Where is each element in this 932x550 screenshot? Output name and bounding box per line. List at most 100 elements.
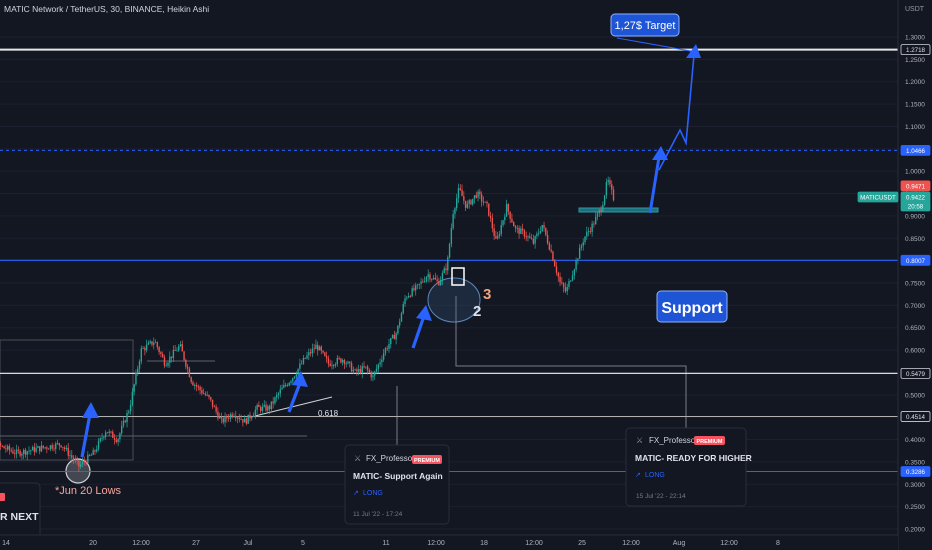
candle-body	[609, 180, 611, 185]
candle-body	[564, 287, 567, 292]
idea-card-1[interactable]: ⚔ FX_Professor PREMIUM MATIC- Support Ag…	[344, 444, 450, 525]
candle-body	[436, 279, 438, 282]
candle-body	[110, 431, 112, 433]
candle-body	[137, 368, 139, 373]
candle-body	[290, 381, 292, 383]
candle-body	[511, 218, 513, 223]
candle-body	[343, 359, 346, 364]
arrow-jun20-head	[82, 402, 99, 418]
candle-body	[398, 321, 401, 326]
candle-body	[472, 198, 474, 205]
candle-body	[329, 363, 331, 366]
candle-body	[126, 412, 128, 423]
price-tag	[857, 191, 899, 203]
candle-body	[108, 431, 110, 434]
candle-body	[359, 369, 362, 374]
candle-body	[256, 405, 258, 410]
candle-body	[602, 204, 604, 212]
candle-body	[406, 297, 408, 299]
candle-body	[22, 449, 25, 454]
candle-body	[87, 454, 89, 464]
candle-body	[457, 188, 460, 199]
candle-body	[165, 365, 167, 367]
candle-body	[546, 234, 549, 244]
price-tag	[900, 254, 931, 266]
price-axis[interactable]: USDT 1.30001.25001.20001.15001.10001.050…	[857, 0, 932, 550]
candle-body	[466, 203, 469, 208]
price-tag-label: 0.8007	[906, 258, 925, 265]
price-tick: 0.6000	[905, 348, 925, 355]
candle-body	[206, 394, 208, 396]
candle-body	[603, 195, 606, 205]
time-tick: 12:00	[622, 540, 640, 547]
candle-body	[566, 286, 568, 292]
candle-body	[135, 372, 137, 385]
target-callout[interactable]: 1,27$ Target	[610, 13, 680, 37]
candle-body	[438, 281, 440, 286]
candle-body	[463, 196, 465, 201]
candle-body	[78, 460, 80, 467]
candle-body	[534, 236, 536, 244]
idea-card-1-badge: PREMIUM	[414, 458, 440, 464]
candle-body	[247, 414, 249, 424]
candle-body	[208, 394, 210, 398]
candle-body	[493, 228, 495, 237]
candle-body	[447, 257, 449, 271]
partial-idea-card[interactable]: R NEXT	[0, 482, 41, 540]
candle-body	[395, 333, 397, 340]
candle-body	[24, 449, 27, 455]
candle-body	[71, 455, 73, 458]
candle-body	[170, 356, 173, 359]
candle-body	[315, 344, 317, 350]
candle-body	[51, 445, 53, 449]
candle-body	[331, 365, 333, 366]
time-tick: 12:00	[525, 540, 543, 547]
arrow-jul5-head	[292, 371, 308, 387]
candle-body	[194, 385, 196, 386]
candle-body	[347, 361, 349, 364]
candle-body	[297, 368, 299, 375]
idea-card-2-frame	[625, 427, 747, 507]
candle-body	[138, 361, 141, 369]
candle-body	[236, 417, 239, 419]
arrow-jul12-head	[416, 305, 432, 321]
candle-body	[586, 231, 588, 237]
candle-body	[115, 439, 118, 443]
idea-card-2[interactable]: ⚔ FX_Professor PREMIUM MATIC- READY FOR …	[625, 427, 752, 507]
candle-body	[265, 404, 267, 411]
candle-body	[204, 393, 207, 396]
candle-body	[434, 277, 437, 280]
time-tick: 25	[578, 540, 586, 547]
candle-body	[117, 439, 119, 443]
candle-body	[122, 420, 125, 426]
time-tick: 18	[480, 540, 488, 547]
support-callout[interactable]: Support	[656, 290, 728, 323]
wave-box	[451, 267, 465, 286]
price-tick: 0.4000	[905, 437, 925, 444]
candle-body	[397, 325, 399, 334]
candle-body	[47, 448, 50, 450]
candles	[0, 176, 615, 473]
candle-body	[361, 366, 363, 374]
candle-body	[415, 285, 417, 291]
candle-body	[554, 260, 556, 267]
candle-body	[552, 251, 554, 261]
candle-body	[605, 182, 608, 196]
candle-body	[425, 277, 428, 282]
candle-body	[147, 342, 150, 345]
wave-3-label: 3	[483, 286, 491, 303]
chart-title: MATIC Network / TetherUS, 30, BINANCE, H…	[4, 4, 209, 14]
candle-body	[90, 454, 93, 456]
candle-body	[350, 363, 353, 372]
price-tick: 0.3000	[905, 482, 925, 489]
candle-body	[163, 357, 166, 366]
time-axis[interactable]: 14 20 12:00 27 Jul 5 11 12:00 18 12:00 25 12:00 Aug 1…	[0, 534, 898, 550]
candle-body	[375, 368, 378, 372]
support-text: Support	[661, 300, 723, 317]
candle-body	[402, 304, 404, 314]
candle-body	[304, 357, 306, 359]
candle-body	[76, 459, 78, 461]
candle-body	[113, 437, 116, 440]
candle-body	[224, 416, 226, 423]
